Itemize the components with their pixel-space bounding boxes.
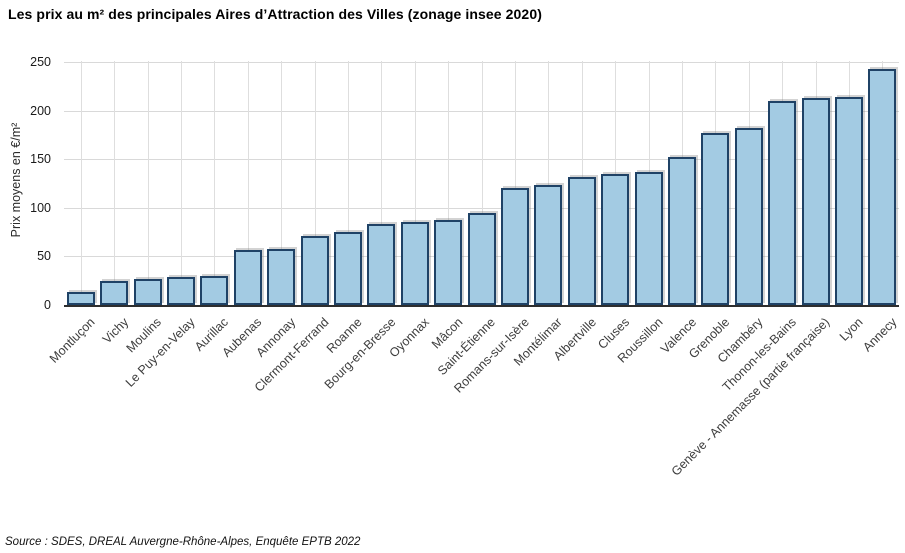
- bar-le-puy-en-velay: [166, 277, 195, 305]
- bar-aubenas: [233, 250, 262, 305]
- bar-lyon: [834, 97, 863, 305]
- bar-mont-limar: [534, 185, 563, 305]
- x-axis: Montluçon Vichy Moulins Le Puy-en-Velay Auri…: [47, 307, 900, 479]
- y-tick-label-100: 100: [30, 200, 51, 215]
- bar-cluses: [601, 174, 630, 305]
- bar-chamb-ry: [734, 128, 763, 305]
- bar-saint-tienne: [467, 213, 496, 305]
- bar-romans-sur-is-re: [500, 188, 529, 305]
- bar-annecy: [868, 69, 897, 305]
- y-axis: 0 50 100 150 200 250: [0, 55, 57, 312]
- bar-roanne: [333, 232, 362, 305]
- vertical-gridline: [214, 61, 216, 305]
- bar-oyonnax: [400, 222, 429, 305]
- vertical-gridline: [347, 61, 349, 305]
- source-note: Source : SDES, DREAL Auvergne-Rhône-Alpe…: [5, 536, 361, 548]
- vertical-gridline: [514, 61, 516, 305]
- vertical-gridline: [314, 61, 316, 305]
- vertical-gridline: [147, 61, 149, 305]
- bar-clermont-ferrand: [300, 236, 329, 305]
- vertical-gridline: [548, 61, 550, 305]
- vertical-gridline: [247, 61, 249, 305]
- vertical-gridline: [80, 61, 82, 305]
- y-tick-label-200: 200: [30, 103, 51, 118]
- vertical-gridline: [180, 61, 182, 305]
- bar-albertville: [567, 177, 596, 305]
- vertical-gridline: [381, 61, 383, 305]
- bar-thonon-les-bains: [768, 101, 797, 305]
- x-category-label: Lyon: [837, 315, 866, 344]
- bar-annonay: [267, 249, 296, 305]
- bar-grenoble: [701, 133, 730, 305]
- y-tick-label-0: 0: [44, 298, 51, 312]
- bar-moulins: [133, 279, 162, 305]
- vertical-gridline: [114, 61, 116, 305]
- y-tick-label-150: 150: [30, 152, 51, 167]
- vertical-gridline: [448, 61, 450, 305]
- x-category-label: Montluçon: [46, 315, 98, 366]
- vertical-gridline: [481, 61, 483, 305]
- bar-montlu-on: [66, 292, 95, 305]
- vertical-gridline: [281, 61, 283, 305]
- plot-area: [64, 55, 899, 307]
- bar-aurillac: [200, 276, 229, 305]
- bar-m-con: [434, 220, 463, 305]
- chart-title: Les prix au m² des principales Aires d’A…: [8, 6, 542, 22]
- bar-vichy: [100, 281, 129, 305]
- bar-valence: [667, 157, 696, 305]
- bar-gen-ve-annemasse-partie-fran-aise-: [801, 98, 830, 305]
- y-tick-label-250: 250: [30, 55, 51, 69]
- x-category-label: Annecy: [859, 315, 900, 355]
- y-tick-label-50: 50: [37, 249, 51, 264]
- vertical-gridline: [414, 61, 416, 305]
- bar-roussillon: [634, 172, 663, 305]
- bar-bourg-en-bresse: [367, 224, 396, 305]
